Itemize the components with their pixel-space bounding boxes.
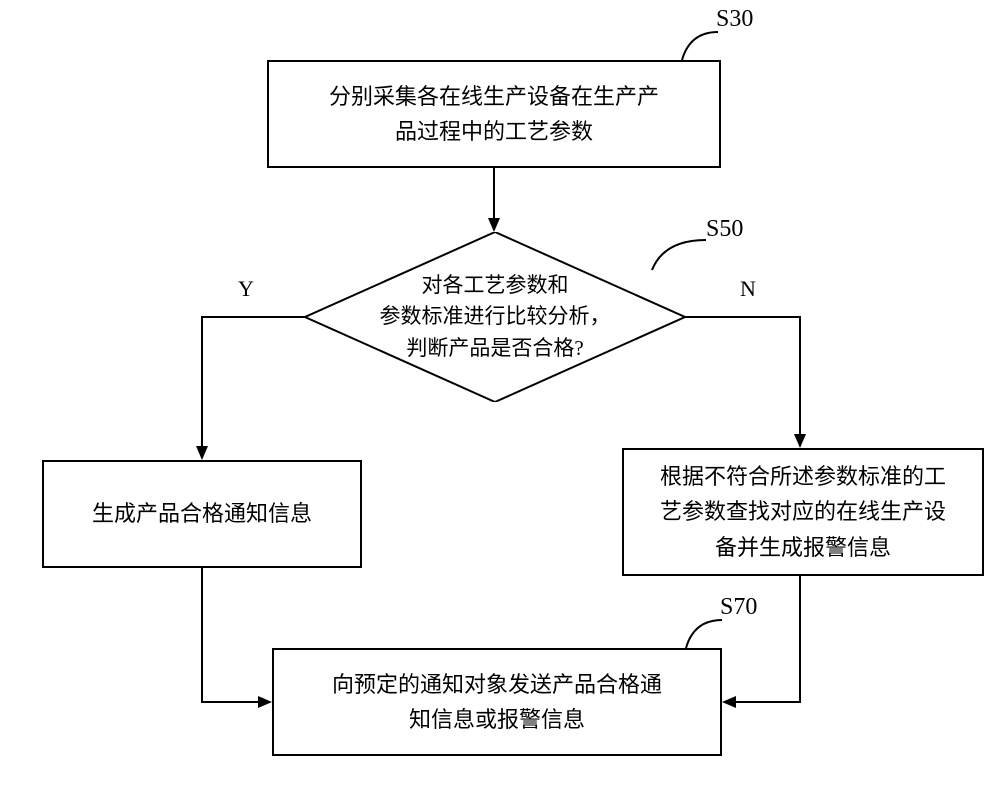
label-n: N [740, 276, 756, 302]
edge-s50-nbox [685, 317, 800, 446]
label-s50-text: S50 [706, 216, 743, 242]
callout-s70 [684, 616, 724, 650]
edge-ybox-s70 [202, 568, 270, 702]
flowchart-canvas: 分别采集各在线生产设备在生产产品过程中的工艺参数 对各工艺参数和参数标准进行比较… [0, 0, 1000, 791]
label-s70: S70 [720, 594, 757, 621]
edge-s50-ybox [202, 317, 305, 458]
label-y: Y [238, 276, 254, 302]
label-s30: S30 [716, 6, 753, 33]
label-y-text: Y [238, 276, 254, 301]
callout-s50 [650, 236, 708, 272]
label-n-text: N [740, 276, 756, 301]
callout-s30 [680, 28, 720, 62]
label-s30-text: S30 [716, 6, 753, 32]
label-s70-text: S70 [720, 594, 757, 620]
edges-layer [0, 0, 1000, 791]
label-s50: S50 [706, 216, 743, 243]
